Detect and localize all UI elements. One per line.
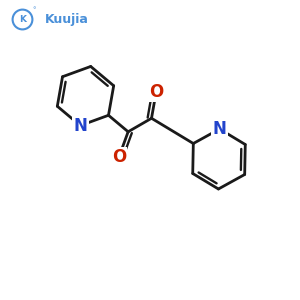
Text: °: ° <box>32 7 36 13</box>
Text: N: N <box>74 116 87 134</box>
Text: N: N <box>213 120 226 138</box>
Text: K: K <box>19 15 26 24</box>
Text: Kuujia: Kuujia <box>45 13 89 26</box>
Text: O: O <box>112 148 126 166</box>
Text: O: O <box>149 83 163 101</box>
